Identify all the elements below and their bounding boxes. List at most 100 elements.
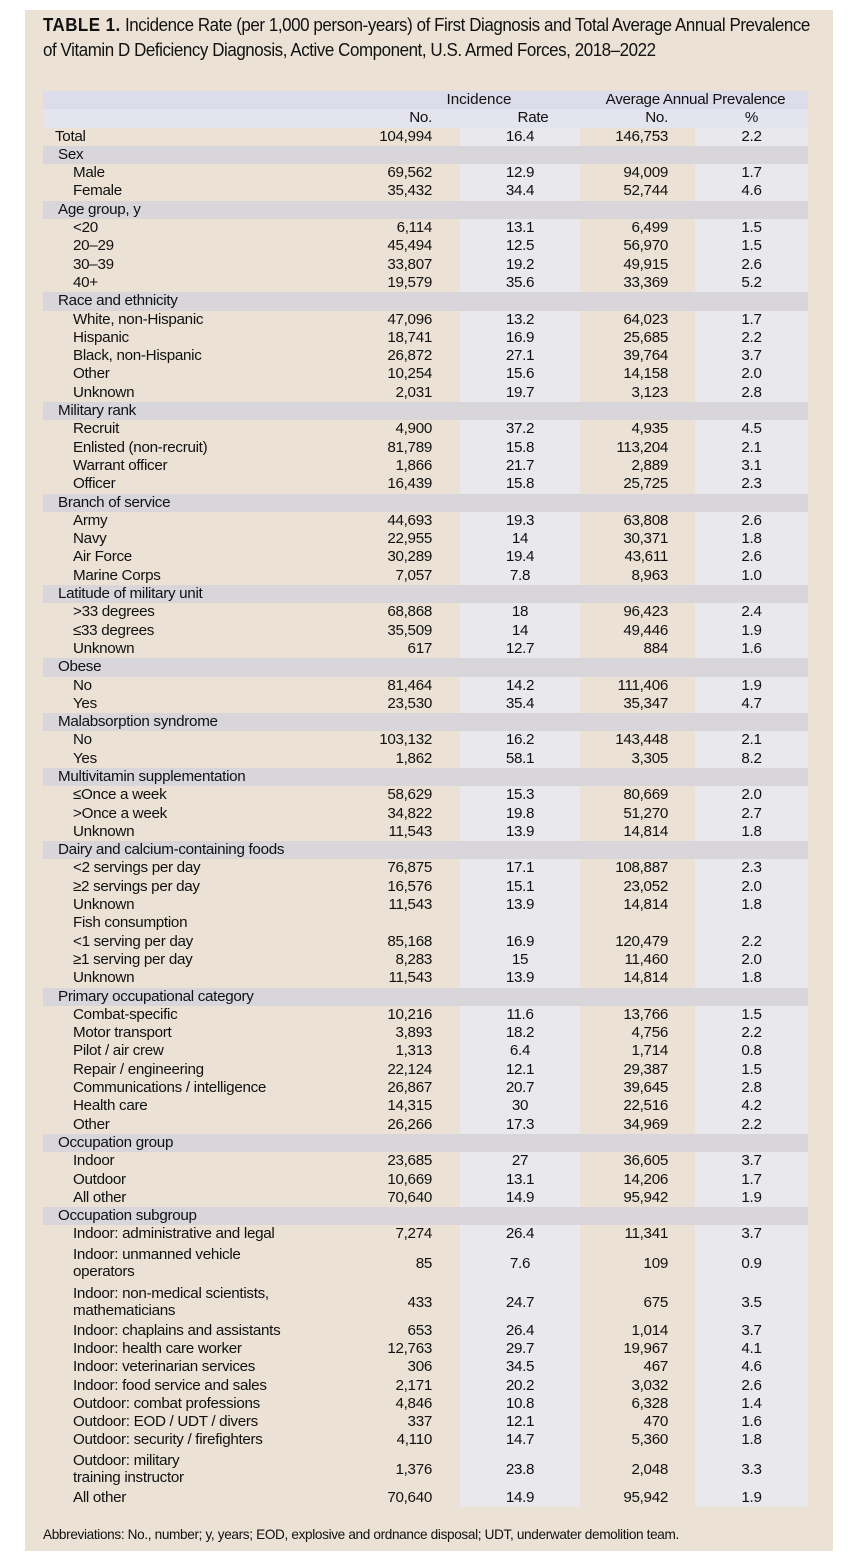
row-label: Female	[73, 182, 122, 200]
prevalence-percent-cell: 2.1	[741, 438, 762, 456]
row-label: Warrant officer	[73, 456, 168, 474]
table-row: Repair / engineering 22,124 12.1 29,387 1.5	[43, 1061, 808, 1079]
prevalence-no-cell: 34,969	[623, 1115, 668, 1133]
row-label: 40+	[73, 273, 98, 291]
prevalence-percent-cell: 1.5	[741, 1060, 762, 1078]
table-row: Pilot / air crew 1,313 6.4 1,714 0.8	[43, 1042, 808, 1060]
table-row: ≥2 servings per day 16,576 15.1 23,052 2.0	[43, 878, 808, 896]
incidence-no-cell: 22,124	[387, 1060, 432, 1078]
row-label: Indoor: food service and sales	[73, 1376, 267, 1394]
prevalence-no-cell: 1,014	[631, 1321, 668, 1339]
prevalence-percent-cell: 5.2	[741, 273, 762, 291]
prevalence-no-cell: 14,814	[623, 969, 668, 987]
row-label: <1 serving per day	[73, 932, 193, 950]
row-label: All other	[73, 1188, 127, 1206]
prevalence-percent-cell: 1.9	[741, 1488, 762, 1506]
incidence-no-cell: 10,669	[387, 1170, 432, 1188]
table-row: Marine Corps 7,057 7.8 8,963 1.0	[43, 567, 808, 585]
prevalence-percent-cell: 3.7	[741, 1152, 762, 1170]
row-label: ≤Once a week	[73, 786, 167, 804]
row-label: Recruit	[73, 420, 120, 438]
incidence-no-cell: 26,266	[387, 1115, 432, 1133]
section-row: Malabsorption syndrome	[43, 713, 808, 732]
prevalence-no-cell: 14,158	[623, 365, 668, 383]
incidence-rate-cell: 14.9	[505, 1188, 535, 1206]
incidence-no-cell: 35,432	[387, 182, 432, 200]
incidence-rate-cell: 7.8	[509, 566, 531, 584]
section-row: Sex	[43, 145, 808, 165]
row-label: Unknown	[73, 383, 135, 401]
incidence-no-cell: 45,494	[387, 237, 432, 255]
incidence-no-cell: 2,171	[395, 1376, 432, 1394]
table-row: Other 26,266 17.3 34,969 2.2	[43, 1116, 808, 1134]
incidence-rate-cell: 16.2	[505, 731, 535, 749]
incidence-rate-cell: 17.3	[505, 1115, 535, 1133]
table-row: Navy 22,955 14 30,371 1.8	[43, 530, 808, 548]
row-label: Latitude of military unit	[58, 585, 203, 603]
incidence-rate-cell: 15.3	[505, 786, 535, 804]
table-row: Recruit 4,900 37.2 4,935 4.5	[43, 420, 808, 438]
table-row: Air Force 30,289 19.4 43,611 2.6	[43, 548, 808, 566]
row-label: Yes	[73, 694, 97, 712]
table-row: No 103,132 16.2 143,448 2.1	[43, 731, 808, 749]
incidence-no-cell: 85	[415, 1254, 433, 1272]
prevalence-no-cell: 14,814	[623, 896, 668, 914]
prevalence-percent-cell: 8.2	[741, 749, 762, 767]
prevalence-percent-cell: 4.1	[741, 1340, 762, 1357]
prevalence-percent-cell: 1.8	[741, 822, 762, 840]
prevalence-percent-cell: 2.4	[741, 603, 762, 621]
row-label: Repair / engineering	[73, 1060, 204, 1078]
table-number: TABLE 1.	[43, 15, 121, 35]
row-label: Outdoor	[73, 1170, 126, 1188]
incidence-rate-cell: 35.6	[505, 273, 535, 291]
table-row: Health care 14,315 30 22,516 4.2	[43, 1097, 808, 1115]
incidence-no-cell: 35,509	[387, 621, 432, 639]
prevalence-no-cell: 96,423	[623, 603, 668, 621]
row-label: Total	[55, 127, 86, 145]
incidence-rate-cell: 21.7	[505, 456, 535, 474]
incidence-rate-cell: 14.7	[505, 1431, 535, 1449]
table-row: <2 servings per day 76,875 17.1 108,887 2.3	[43, 859, 808, 877]
prevalence-percent-cell: 3.1	[741, 456, 762, 474]
incidence-rate-cell: 19.8	[505, 804, 535, 822]
prevalence-no-cell: 108,887	[615, 859, 668, 877]
row-label: Obese	[58, 658, 102, 676]
incidence-no-cell: 44,693	[387, 511, 432, 529]
row-label: Indoor: non-medical scientists, mathemat…	[73, 1284, 269, 1320]
incidence-rate-cell: 15.8	[505, 438, 535, 456]
incidence-no-cell: 6,114	[396, 219, 433, 237]
row-label: Motor transport	[73, 1024, 172, 1042]
prevalence-percent-cell: 2.2	[741, 328, 762, 346]
prevalence-no-cell: 39,645	[623, 1079, 668, 1097]
header-incidence-no: No.	[409, 109, 432, 127]
prevalence-no-cell: 49,915	[623, 255, 668, 273]
incidence-no-cell: 653	[407, 1321, 433, 1339]
incidence-rate-cell: 15.1	[505, 877, 535, 895]
incidence-no-cell: 7,057	[395, 566, 432, 584]
row-label: White, non-Hispanic	[73, 310, 204, 328]
prevalence-percent-cell: 3.3	[741, 1460, 762, 1478]
prevalence-percent-cell: 0.8	[741, 1042, 762, 1060]
prevalence-no-cell: 52,744	[623, 182, 668, 200]
prevalence-no-cell: 109	[643, 1254, 669, 1272]
incidence-rate-cell: 29.7	[505, 1340, 535, 1357]
incidence-no-cell: 23,685	[387, 1152, 432, 1170]
incidence-no-cell: 1,862	[395, 749, 432, 767]
row-label: <2 servings per day	[73, 859, 201, 877]
incidence-no-cell: 70,640	[387, 1488, 432, 1506]
row-label: Hispanic	[73, 328, 129, 346]
incidence-no-cell: 337	[407, 1413, 433, 1431]
incidence-no-cell: 47,096	[387, 310, 432, 328]
incidence-rate-cell: 18	[511, 603, 529, 621]
table-row: Female 35,432 34.4 52,744 4.6	[43, 182, 808, 200]
row-label: Outdoor: military training instructor	[73, 1451, 184, 1487]
incidence-no-cell: 11,543	[388, 822, 432, 840]
prevalence-no-cell: 94,009	[623, 164, 668, 182]
section-row: Obese	[43, 658, 808, 677]
row-label: Officer	[73, 475, 116, 493]
incidence-rate-cell: 26.4	[505, 1225, 535, 1243]
incidence-rate-cell: 58.1	[505, 749, 535, 767]
table-row: Other 10,254 15.6 14,158 2.0	[43, 365, 808, 383]
table-row: Unknown 11,543 13.9 14,814 1.8	[43, 896, 808, 914]
prevalence-no-cell: 143,448	[615, 731, 668, 749]
